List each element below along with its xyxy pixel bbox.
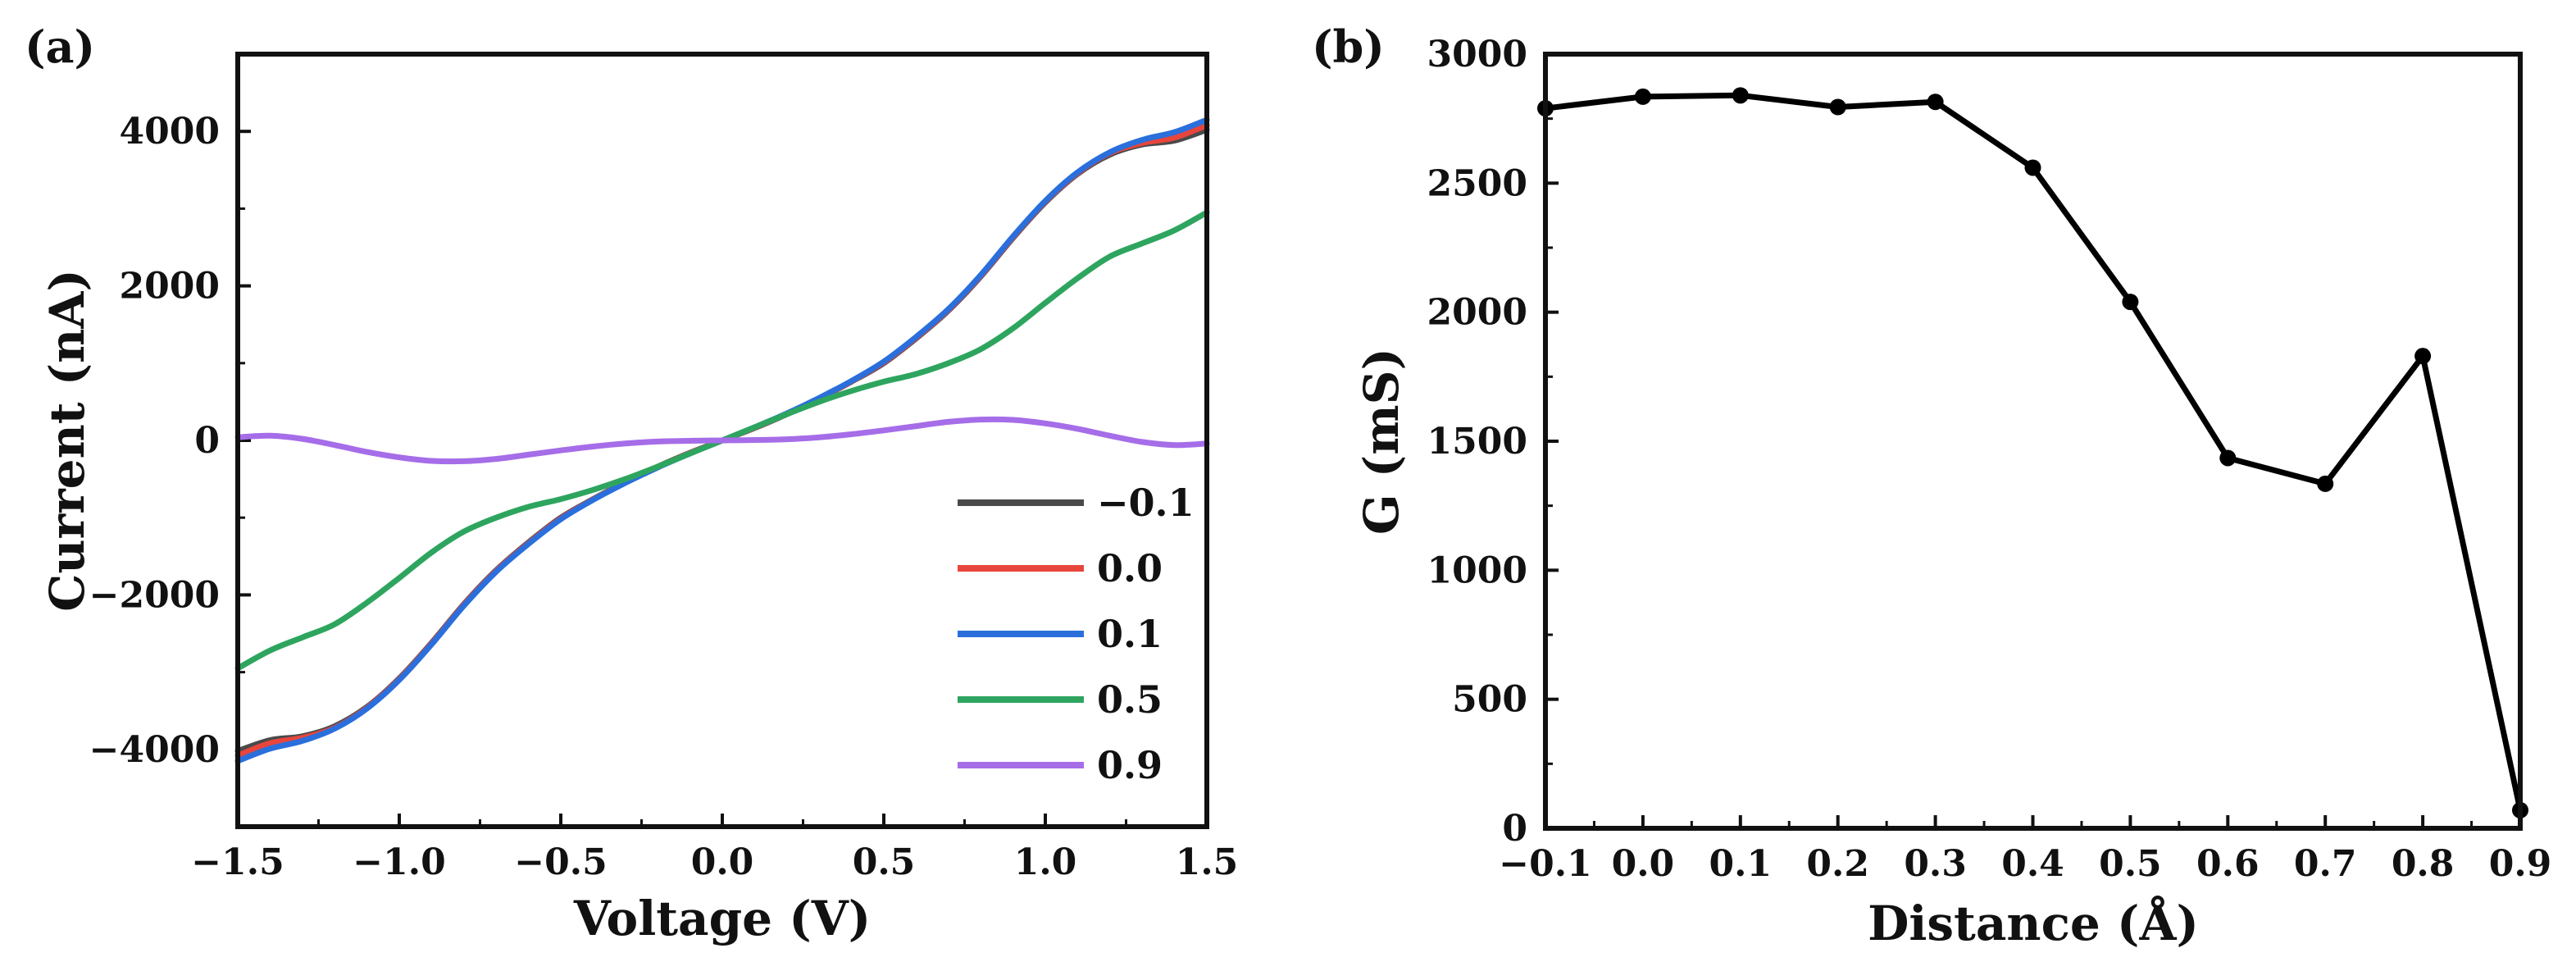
x-tick-label: 0.7 (2294, 843, 2357, 885)
y-tick-label: −2000 (89, 574, 220, 616)
y-tick-label: 1000 (1427, 549, 1527, 591)
x-tick-label: 0.9 (2489, 843, 2552, 885)
legend-label: 0.0 (1097, 546, 1163, 590)
data-point (2414, 348, 2432, 365)
x-tick-label: 0.5 (2099, 843, 2162, 885)
x-tick-label: 0.0 (691, 841, 754, 883)
y-tick-label: 500 (1452, 679, 1527, 721)
panel-a-y-tick-labels: −4000 −2000 0 2000 4000 (89, 111, 220, 771)
panel-b-x-tick-labels: −0.1 0.0 0.1 0.2 0.3 0.4 0.5 0.6 0.7 0.8 0.9 (1499, 843, 2551, 885)
x-tick-label: 0.1 (1709, 843, 1773, 885)
x-tick-label: 1.0 (1014, 841, 1077, 883)
y-tick-label: 4000 (120, 111, 220, 153)
data-point (2219, 449, 2237, 467)
data-point (2122, 294, 2139, 311)
panel-b-series (1537, 87, 2528, 818)
y-tick-label: 0 (1502, 808, 1527, 850)
y-tick-label: 2000 (1427, 292, 1527, 334)
panel-a-plot-frame (235, 52, 1209, 829)
panel-a-x-tick-labels: −1.5 −1.0 −0.5 0.0 0.5 1.0 1.5 (191, 841, 1238, 883)
x-tick-label: 0.2 (1806, 843, 1869, 885)
panel-b-y-axis-title: G (mS) (1354, 348, 1409, 535)
y-tick-label: −4000 (89, 729, 220, 771)
legend-label: −0.1 (1097, 481, 1195, 525)
panel-b-chart: (b) −0.1 0.0 0.1 0.2 0.3 0.4 0.5 0.6 0.7 0.8 0.9 0… (1312, 21, 2551, 951)
panel-a-label: (a) (25, 21, 95, 73)
data-point (1732, 87, 1749, 104)
panel-a-series (234, 116, 1210, 764)
y-tick-label: 3000 (1427, 34, 1527, 75)
x-tick-label: 0.8 (2392, 843, 2455, 885)
x-tick-label: 0.3 (1904, 843, 1967, 885)
panel-b-x-axis-title: Distance (Å) (1868, 896, 2199, 951)
legend-label: 0.5 (1097, 677, 1163, 722)
panel-a-legend: −0.1 0.0 0.1 0.5 0.9 (958, 481, 1195, 787)
data-point (2317, 475, 2334, 492)
data-point (1927, 93, 1944, 111)
x-tick-label: 0.4 (2001, 843, 2064, 885)
y-tick-label: 2000 (120, 266, 220, 308)
panel-a-y-axis-title: Current (nA) (39, 269, 95, 612)
series-line-4 (234, 416, 1210, 465)
data-point (1634, 88, 1651, 105)
y-tick-label: 0 (194, 420, 220, 462)
x-tick-label: 0.5 (853, 841, 916, 883)
x-tick-label: 0.6 (2196, 843, 2260, 885)
panel-b-plot-frame (1543, 52, 2523, 831)
data-point (1829, 98, 1846, 116)
y-tick-label: 2500 (1427, 162, 1527, 204)
panel-b-y-tick-labels: 0 500 1000 1500 2000 2500 3000 (1427, 34, 1527, 850)
panel-a-ticks (236, 130, 1208, 827)
panel-a-x-axis-title: Voltage (V) (573, 891, 871, 946)
x-tick-label: −1.0 (353, 841, 445, 883)
legend-label: 0.1 (1097, 612, 1163, 656)
x-tick-label: −1.5 (191, 841, 284, 883)
x-tick-label: −0.1 (1499, 843, 1591, 885)
x-tick-label: −0.5 (514, 841, 607, 883)
panel-a-chart: (a) −1.5 −1.0 −0.5 0.0 0.5 1.0 1.5 −4000 −2000 0… (25, 21, 1238, 946)
legend-label: 0.9 (1097, 743, 1163, 787)
y-tick-label: 1500 (1427, 421, 1527, 463)
series-line-0 (1545, 92, 2524, 811)
panel-b-label: (b) (1312, 21, 1385, 73)
data-point (2024, 159, 2041, 176)
x-tick-label: 1.5 (1176, 841, 1239, 883)
x-tick-label: 0.0 (1612, 843, 1675, 885)
